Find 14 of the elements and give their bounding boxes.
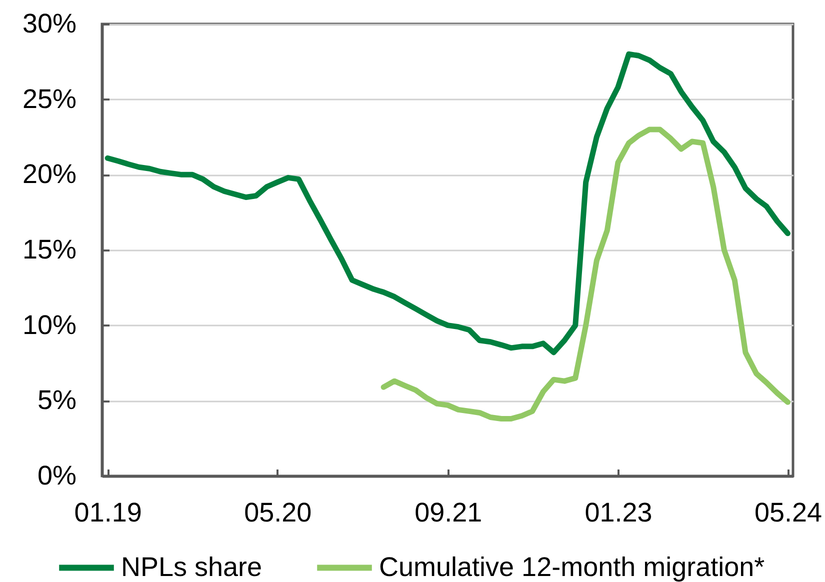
legend-label: NPLs share [121,552,262,582]
y-tick-label: 10% [22,310,76,340]
y-tick-label: 20% [22,159,76,190]
x-tick-label: 09.21 [414,498,482,528]
x-tick-label: 01.19 [74,498,142,528]
y-tick-label: 0% [37,460,76,490]
y-tick-label: 25% [22,84,76,114]
x-tick-label: 05.24 [754,498,822,528]
x-tick-label: 01.23 [584,498,652,528]
y-tick-label: 5% [37,385,76,416]
x-tick-label: 05.20 [244,498,312,528]
y-tick-label: 30% [22,8,76,38]
y-tick-label: 15% [22,234,76,264]
legend-label: Cumulative 12-month migration* [379,552,766,582]
